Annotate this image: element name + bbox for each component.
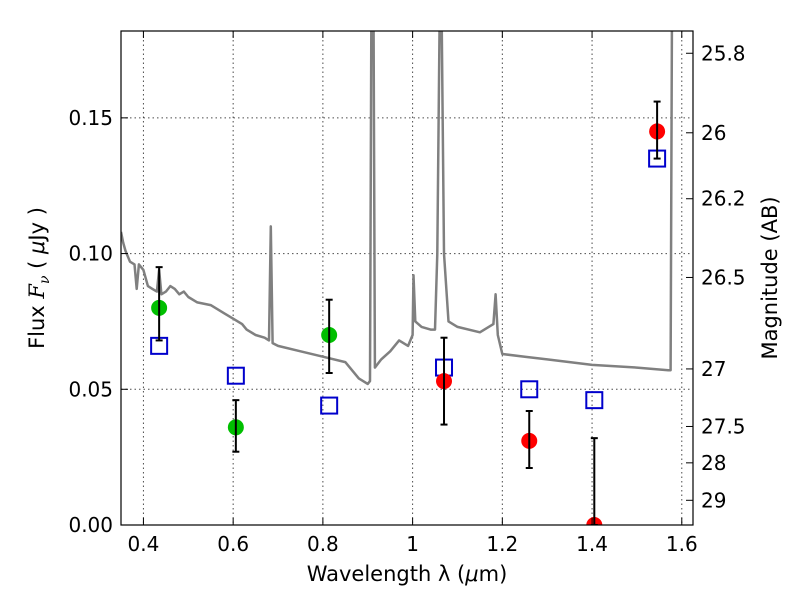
y-tick-label: 0.05	[68, 377, 113, 401]
x-tick-label: 1.4	[576, 532, 608, 556]
axis-ticks: 0.4 0.6 0.8 1 1.2 1.4 1.6 0.00 0.05 0.10 0.15 25.8 2…	[68, 31, 746, 556]
model-photometry-point	[320, 396, 339, 415]
y-tick-label: 0.15	[68, 106, 113, 130]
model-photometry-point	[585, 391, 604, 410]
y-tick-label: 0.10	[68, 242, 113, 266]
x-tick-label: 0.6	[217, 532, 249, 556]
x-tick-label: 0.8	[307, 532, 339, 556]
magnitude-tick-label: 27	[701, 357, 726, 381]
model-spectrum-line	[121, 31, 674, 386]
magnitude-tick-label: 29	[701, 488, 726, 512]
y-tick-label: 0.00	[68, 513, 113, 537]
x-axis-label: Wavelength λ (μm)	[307, 562, 508, 586]
y-axis-label: Flux Fν ( μJy )	[25, 207, 53, 349]
y-axis-right-label: Magnitude (AB)	[758, 196, 782, 359]
magnitude-tick-label: 26	[701, 121, 726, 145]
magnitude-tick-label: 28	[701, 451, 726, 475]
x-tick-label: 1.2	[486, 532, 518, 556]
magnitude-tick-label: 25.8	[701, 41, 746, 65]
grid	[121, 31, 693, 526]
plot-area	[121, 31, 674, 525]
magnitude-tick-label: 27.5	[701, 414, 746, 438]
x-tick-label: 1	[406, 532, 419, 556]
magnitude-tick-label: 26.5	[701, 265, 746, 289]
plot-frame	[120, 30, 694, 526]
magnitude-tick-label: 26.2	[701, 187, 746, 211]
model-photometry-point	[226, 366, 245, 385]
x-tick-label: 1.6	[666, 532, 698, 556]
model-photometry-point	[520, 380, 539, 399]
x-tick-label: 0.4	[128, 532, 160, 556]
